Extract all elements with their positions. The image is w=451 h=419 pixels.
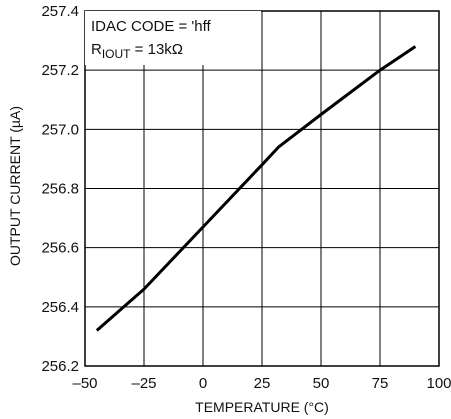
annotation-line-2-value: = 13kΩ bbox=[131, 41, 184, 58]
annotation-box: IDAC CODE = 'hff RIOUT = 13kΩ bbox=[85, 11, 261, 65]
y-tick-label: 256.2 bbox=[41, 358, 79, 375]
y-tick-label: 256.4 bbox=[41, 299, 79, 316]
x-tick-label: 75 bbox=[372, 375, 389, 392]
y-tick-label: 257.2 bbox=[41, 62, 79, 79]
y-tick-label: 257.4 bbox=[41, 3, 79, 20]
frame-layer bbox=[84, 10, 440, 367]
annotation-line-2-main: R bbox=[91, 41, 102, 58]
annotation-line-1: IDAC CODE = 'hff bbox=[91, 18, 212, 35]
y-axis-title: OUTPUT CURRENT (µA) bbox=[7, 106, 23, 266]
y-tick-label: 256.8 bbox=[41, 181, 79, 198]
annotation-line-2: RIOUT = 13kΩ bbox=[91, 41, 183, 61]
ticks-layer: –50 –25 0 25 50 75 100 256.2 256.4 256.6 256.8 257.… bbox=[41, 3, 451, 392]
annotation-line-2-subscript: IOUT bbox=[102, 47, 131, 61]
x-tick-label: –25 bbox=[131, 375, 156, 392]
x-tick-label: –50 bbox=[72, 375, 97, 392]
x-tick-label: 25 bbox=[254, 375, 271, 392]
series-line-1 bbox=[95, 45, 417, 332]
x-tick-label: 50 bbox=[313, 375, 330, 392]
y-tick-label: 256.6 bbox=[41, 240, 79, 257]
y-tick-label: 257.0 bbox=[41, 121, 79, 138]
annotation-background bbox=[85, 11, 261, 65]
plot-frame bbox=[84, 10, 440, 367]
series-layer bbox=[95, 45, 417, 332]
x-tick-label: 100 bbox=[426, 375, 451, 392]
x-tick-label: 0 bbox=[199, 375, 207, 392]
x-axis-title: TEMPERATURE (°C) bbox=[195, 399, 329, 415]
